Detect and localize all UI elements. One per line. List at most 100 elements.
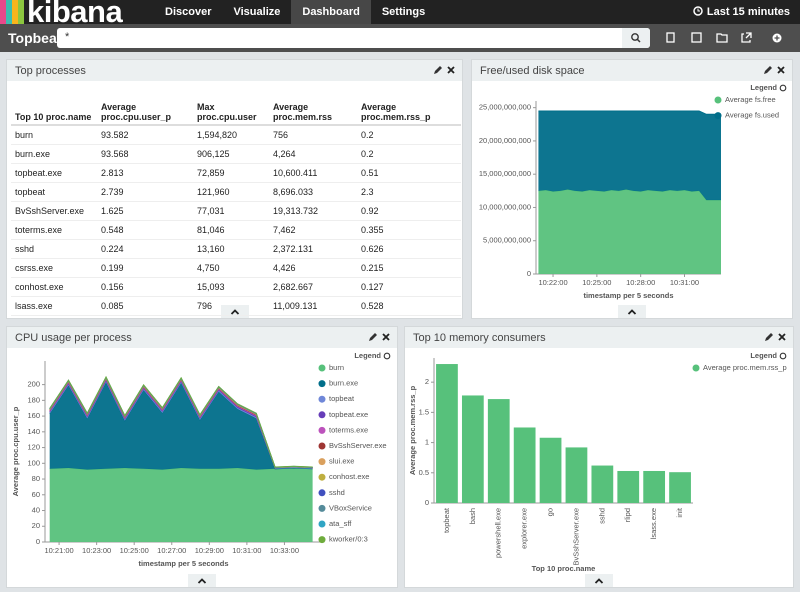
table-cell: 4,426 (269, 258, 357, 278)
y-tick-label: 0 (425, 498, 429, 507)
table-row: sshd 0.224 13,160 2,372.131 0.626 (11, 239, 461, 259)
table-row: topbeat 2.739 121,960 8,696.033 2.3 (11, 182, 461, 202)
table-cell: 2.3 (357, 182, 461, 202)
bar (539, 437, 562, 503)
table-cell: lsass.exe (11, 296, 97, 316)
search-box[interactable]: * (57, 28, 650, 48)
tab[interactable]: Dashboard (291, 0, 371, 24)
search-button[interactable] (622, 28, 650, 48)
legend-label: slui.exe (329, 457, 354, 466)
x-tick-label: init (675, 507, 684, 518)
legend-label: Average fs.used (725, 111, 779, 120)
chevron (197, 578, 207, 584)
panel-header: Top processes (7, 60, 462, 81)
legend-swatch (318, 520, 326, 528)
table-cell: 81,046 (193, 220, 269, 240)
legend-swatch (318, 504, 326, 512)
table-cell: conhost.exe (11, 277, 97, 297)
panel-title: CPU usage per process (15, 332, 132, 344)
table-cell: 93.568 (97, 144, 193, 164)
legend[interactable]: Legend Average fs.free Average fs.used (714, 83, 787, 120)
legend-label: VBoxService (329, 503, 372, 512)
table-cell: 4,750 (193, 258, 269, 278)
tab[interactable]: Visualize (233, 6, 281, 18)
y-axis-label: Average proc.mem.rss_p (408, 385, 417, 475)
legend[interactable]: Legend burn burn.exe topbeat topbeat.exe tote… (318, 351, 391, 544)
expand-toggle[interactable] (585, 574, 613, 587)
tab[interactable]: Settings (381, 6, 426, 18)
column-header[interactable]: Average proc.mem.rss (269, 90, 357, 126)
area-edge (538, 110, 721, 115)
x-tick-label: explorer.exe (520, 508, 529, 549)
table-cell: 77,031 (193, 201, 269, 221)
legend-refresh (779, 84, 787, 92)
table-cell: 72,859 (193, 163, 269, 183)
time-picker[interactable]: Last 15 minutes (693, 0, 790, 24)
legend-swatch (692, 364, 700, 372)
tab[interactable]: Discover (165, 6, 212, 18)
x-tick-label: 10:29:00 (195, 546, 224, 555)
chart: 0 20 40 60 80 100 120 140 160 180 200 10:21:00 10:23… (11, 351, 391, 568)
table-cell: 93.582 (97, 125, 193, 145)
y-tick-label: 20 (32, 521, 40, 530)
panel-icons[interactable] (432, 64, 456, 76)
x-tick-label: rlipd (623, 508, 632, 522)
x-tick-label: 10:25:00 (582, 278, 611, 287)
x-axis-label: Top 10 proc.name (532, 564, 596, 573)
legend-swatch (714, 112, 722, 120)
column-header[interactable]: Max proc.cpu.user (193, 90, 269, 126)
table-cell: 756 (269, 125, 357, 145)
table-cell: 10,600.411 (269, 163, 357, 183)
dashboard-title: Topbeat (8, 30, 62, 46)
y-tick-label: 0 (527, 269, 531, 278)
legend-label: kworker/0:3 (329, 535, 368, 544)
bar (436, 364, 458, 503)
legend-title: Legend (750, 351, 777, 360)
bar (461, 395, 484, 503)
legend-swatch (318, 411, 326, 419)
panel-icons[interactable] (367, 331, 391, 343)
toolbar-icons[interactable] (660, 30, 790, 46)
chevron (594, 578, 604, 584)
expand-toggle[interactable] (188, 574, 216, 587)
tabs: Discover Visualize Dashboard Settings (154, 0, 436, 24)
legend-label: Average fs.free (725, 95, 776, 104)
area (49, 468, 313, 542)
table-cell: 796 (193, 296, 269, 316)
legend-label: ata_sff (329, 519, 352, 528)
table-row: burn 93.582 1,594,820 756 0.2 (11, 125, 461, 145)
legend-label: BvSshServer.exe (329, 441, 387, 450)
table-cell: 2.739 (97, 182, 193, 202)
table-row: BvSshServer.exe 1.625 77,031 19,313.732 0.92 (11, 201, 461, 221)
panel-header: Top 10 memory consumers (405, 327, 793, 348)
table-cell: topbeat (11, 182, 97, 202)
x-tick-label: powershell.exe (494, 508, 503, 558)
panel-icons[interactable] (762, 64, 786, 76)
column-header[interactable]: Average proc.cpu.user_p (97, 90, 193, 126)
chart: 0 0.5 1 1.5 2 topbeat bash powershell.exe explor… (408, 351, 787, 573)
chart: 0 5,000,000,000 10,000,000,000 15,000,000,0… (479, 83, 787, 300)
legend[interactable]: Legend Average proc.mem.rss_p (692, 351, 787, 372)
table-cell: 15,093 (193, 277, 269, 297)
table-cell: 11,009.131 (269, 296, 357, 316)
x-tick-label: BvSshServer.exe (571, 508, 580, 566)
x-tick-label: 10:22:00 (538, 278, 567, 287)
area (538, 110, 721, 201)
panel: Top 10 memory consumers 0 0.5 1 1.5 2 topbeat b… (404, 326, 794, 588)
table-row: toterms.exe 0.548 81,046 7,462 0.355 (11, 220, 461, 240)
legend-swatch (318, 536, 326, 544)
table-cell: 0.548 (97, 220, 193, 240)
legend-swatch (318, 364, 326, 372)
panel-title: Free/used disk space (480, 65, 585, 77)
logo[interactable]: kibana (0, 0, 150, 29)
column-header[interactable]: Top 10 proc.name (11, 90, 97, 126)
table-cell: 906,125 (193, 144, 269, 164)
table-row: topbeat.exe 2.813 72,859 10,600.411 0.51 (11, 163, 461, 183)
panel-icons[interactable] (763, 331, 787, 343)
y-axis-label: Average proc.cpu.user_p (11, 406, 20, 496)
column-header[interactable]: Average proc.mem.rss_p (357, 90, 461, 126)
y-tick-label: 20,000,000,000 (479, 136, 531, 145)
expand-toggle[interactable] (618, 305, 646, 318)
area (49, 382, 313, 470)
table-cell: burn.exe (11, 144, 97, 164)
